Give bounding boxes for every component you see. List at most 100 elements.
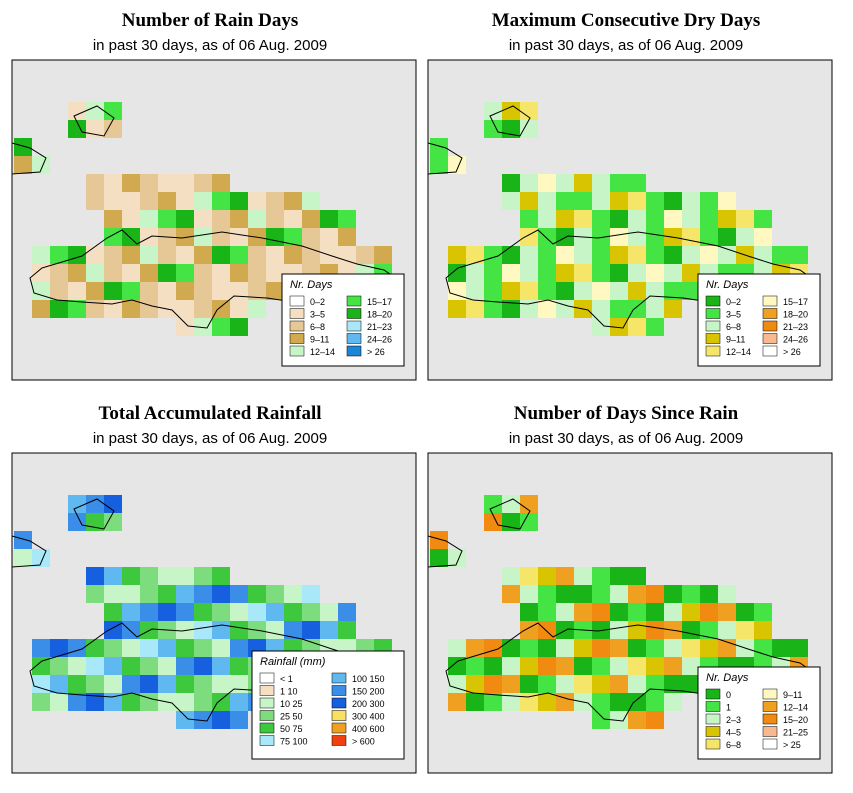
legend: Rainfall (mm) < 1 1 10 10 25 25 50 50 75 75 10… <box>251 650 405 760</box>
grid-cell <box>158 174 176 192</box>
grid-cell <box>484 693 502 711</box>
grid-cell <box>68 495 86 513</box>
grid-cell <box>212 192 230 210</box>
grid-cell <box>140 192 158 210</box>
grid-cell <box>32 282 50 300</box>
grid-cell <box>86 264 104 282</box>
legend-label: 150 200 <box>352 687 385 697</box>
grid-cell <box>610 228 628 246</box>
grid-cell <box>574 567 592 585</box>
grid-cell <box>610 264 628 282</box>
legend-label: 9–11 <box>726 335 745 345</box>
grid-cell <box>68 639 86 657</box>
grid-cell <box>772 246 790 264</box>
legend-swatch <box>762 688 778 700</box>
legend-label: 15–17 <box>783 297 808 307</box>
grid-cell <box>230 585 248 603</box>
grid-cell <box>556 246 574 264</box>
grid-cell <box>194 603 212 621</box>
grid-cell <box>682 585 700 603</box>
grid-cell <box>284 585 302 603</box>
grid-cell <box>610 282 628 300</box>
grid-cell <box>502 300 520 318</box>
legend-label: 3–5 <box>726 310 741 320</box>
grid-cell <box>122 585 140 603</box>
grid-cell <box>520 102 538 120</box>
legend-label: > 600 <box>352 737 375 747</box>
grid-cell <box>556 693 574 711</box>
grid-cell <box>248 246 266 264</box>
grid-cell <box>176 639 194 657</box>
grid-cell <box>104 246 122 264</box>
legend-label: 15–20 <box>783 715 808 725</box>
grid-cell <box>574 174 592 192</box>
legend-swatch <box>259 697 275 709</box>
grid-cell <box>50 693 68 711</box>
grid-cell <box>266 210 284 228</box>
grid-cell <box>158 192 176 210</box>
grid-cell <box>592 657 610 675</box>
grid-cell <box>592 318 610 336</box>
grid-cell <box>176 228 194 246</box>
grid-cell <box>68 120 86 138</box>
grid-cell <box>610 192 628 210</box>
grid-cell <box>520 621 538 639</box>
grid-cell <box>700 585 718 603</box>
grid-cell <box>502 174 520 192</box>
grid-cell <box>592 210 610 228</box>
grid-cell <box>520 603 538 621</box>
legend-label: 10 25 <box>280 699 303 709</box>
grid-cell <box>538 282 556 300</box>
coastline-island <box>73 498 115 530</box>
grid-cell <box>338 210 356 228</box>
grid-cell <box>230 639 248 657</box>
coastline-island <box>427 535 463 568</box>
grid-cell <box>248 282 266 300</box>
grid-cell <box>628 174 646 192</box>
grid-cell <box>338 621 356 639</box>
grid-cell <box>556 228 574 246</box>
grid-cell <box>104 621 122 639</box>
grid-cell <box>502 102 520 120</box>
grid-cell <box>610 711 628 729</box>
grid-cell <box>538 174 556 192</box>
grid-cell <box>574 264 592 282</box>
grid-cell <box>194 282 212 300</box>
grid-cell <box>230 318 248 336</box>
grid-cell <box>610 621 628 639</box>
coastline-island <box>489 105 531 137</box>
legend: Nr. Days 0 1 2–3 4–5 6–8 9–11 12–14 15–20 21–25 > … <box>697 666 821 760</box>
grid-cell <box>104 210 122 228</box>
grid-cell <box>140 567 158 585</box>
legend-label: 21–25 <box>783 728 808 738</box>
grid-cell <box>664 192 682 210</box>
legend-swatch <box>346 295 362 307</box>
grid-cell <box>122 210 140 228</box>
coastline-island <box>427 142 463 175</box>
grid-cell <box>646 693 664 711</box>
legend-swatch <box>331 672 347 684</box>
grid-cell <box>158 585 176 603</box>
grid-cell <box>176 210 194 228</box>
grid-cell <box>646 192 664 210</box>
grid-cell <box>664 282 682 300</box>
grid-cell <box>122 246 140 264</box>
grid-cell <box>556 174 574 192</box>
grid-cell <box>646 585 664 603</box>
grid-cell <box>682 210 700 228</box>
grid-cell <box>140 603 158 621</box>
grid-cell <box>502 282 520 300</box>
grid-cell <box>140 657 158 675</box>
grid-cell <box>592 711 610 729</box>
grid-cell <box>574 603 592 621</box>
grid-cell <box>104 639 122 657</box>
grid-cell <box>140 174 158 192</box>
grid-cell <box>86 282 104 300</box>
grid-cell <box>320 603 338 621</box>
grid-cell <box>466 675 484 693</box>
grid-cell <box>592 300 610 318</box>
grid-cell <box>212 621 230 639</box>
grid-cell <box>212 675 230 693</box>
grid-cell <box>230 246 248 264</box>
legend-label: 1 10 <box>280 687 298 697</box>
